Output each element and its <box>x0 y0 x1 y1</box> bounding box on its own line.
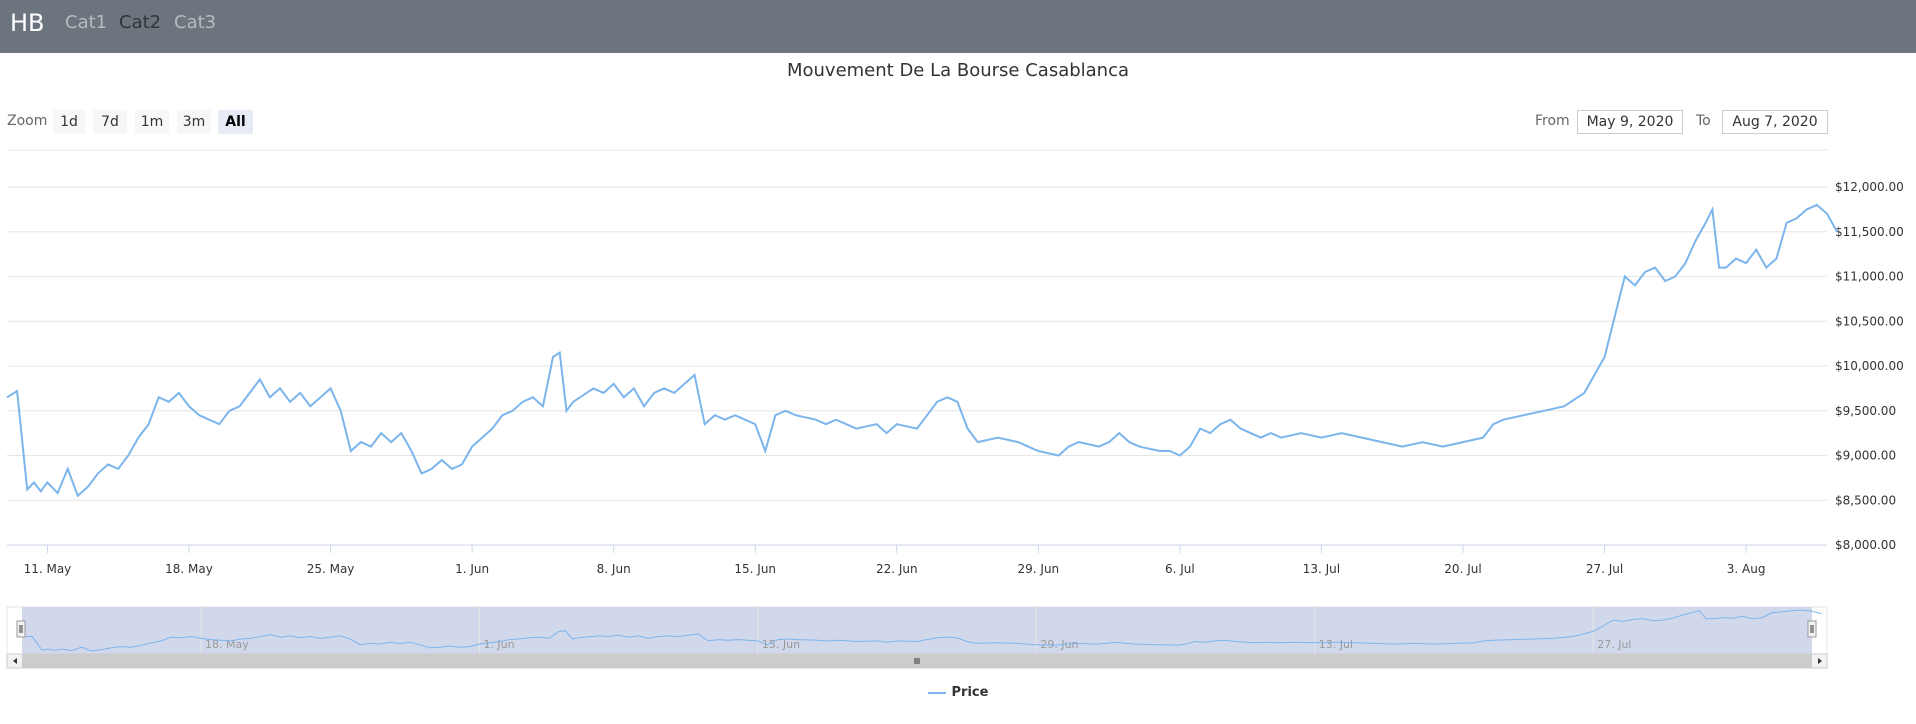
x-tick-label: 20. Jul <box>1444 562 1481 576</box>
from-label: From <box>1535 113 1570 129</box>
x-tick-label: 8. Jun <box>597 562 631 576</box>
zoom-button-7d[interactable]: 7d <box>93 110 127 134</box>
scrollbar <box>6 653 1828 669</box>
to-label: To <box>1696 113 1711 129</box>
navigator: 18. May 1. Jun 15. Jun 29. Jun 13. Jul 27. Ju… <box>6 606 1828 655</box>
zoom-button-3m[interactable]: 3m <box>177 110 211 134</box>
y-axis-labels: $8,000.00 $8,500.00 $9,000.00 $9,500.00 $10,… <box>1835 180 1904 552</box>
navigator-frame <box>6 606 1828 655</box>
x-axis-labels: 11. May 18. May 25. May 1. Jun 8. Jun 15. Jun… <box>24 545 1766 576</box>
navigator-handle-left[interactable] <box>16 620 26 638</box>
nav-link-cat2[interactable]: Cat2 <box>119 12 162 33</box>
y-tick-label: $11,000.00 <box>1835 270 1904 284</box>
legend-item-price[interactable]: Price <box>951 685 989 700</box>
legend[interactable]: Price <box>0 685 1916 700</box>
scroll-left-arrow-icon[interactable] <box>13 658 17 664</box>
legend-swatch <box>927 691 946 694</box>
series-line-price <box>6 203 1838 498</box>
x-tick-label: 6. Jul <box>1165 562 1195 576</box>
navigator-handle-right[interactable] <box>1807 620 1817 638</box>
y-tick-label: $11,500.00 <box>1835 225 1904 239</box>
x-tick-label: 11. May <box>24 562 72 576</box>
navigator-series-line <box>21 609 1823 652</box>
to-date-input[interactable]: Aug 7, 2020 <box>1722 110 1828 134</box>
x-tick-label: 18. May <box>165 562 213 576</box>
navbar-brand[interactable]: HB <box>10 9 45 37</box>
grid-layer <box>7 149 1827 546</box>
from-date-input[interactable]: May 9, 2020 <box>1577 110 1683 134</box>
y-tick-label: $12,000.00 <box>1835 180 1904 194</box>
navigator-tick-label: 1. Jun <box>483 638 514 651</box>
scrollbar-track[interactable] <box>6 653 1828 669</box>
scrollbar-thumb[interactable] <box>22 654 1812 668</box>
zoom-button-1m[interactable]: 1m <box>135 110 169 134</box>
scrollbar-grip-icon <box>914 658 920 664</box>
navigator-tick-label: 27. Jul <box>1597 638 1631 651</box>
navbar: HB Cat1 Cat2 Cat3 <box>0 0 1916 53</box>
y-tick-label: $10,500.00 <box>1835 314 1904 328</box>
y-tick-label: $8,000.00 <box>1835 538 1896 552</box>
x-tick-label: 27. Jul <box>1586 562 1623 576</box>
zoom-button-1d[interactable]: 1d <box>53 110 85 134</box>
x-tick-label: 1. Jun <box>455 562 489 576</box>
zoom-button-all[interactable]: All <box>218 110 253 134</box>
x-tick-label: 15. Jun <box>734 562 776 576</box>
y-tick-label: $9,000.00 <box>1835 449 1896 463</box>
x-tick-label: 29. Jun <box>1018 562 1060 576</box>
y-tick-label: $10,000.00 <box>1835 359 1904 373</box>
navigator-mask <box>22 607 1812 654</box>
y-tick-label: $9,500.00 <box>1835 404 1896 418</box>
x-tick-label: 3. Aug <box>1727 562 1766 576</box>
nav-link-cat1[interactable]: Cat1 <box>65 12 108 33</box>
navigator-tick-label: 13. Jul <box>1319 638 1353 651</box>
chart-title: Mouvement De La Bourse Casablanca <box>786 60 1130 81</box>
navigator-tick-label: 18. May <box>205 638 249 651</box>
x-tick-label: 13. Jul <box>1303 562 1340 576</box>
scroll-right-arrow-icon[interactable] <box>1818 658 1822 664</box>
navigator-tick-label: 29. Jun <box>1040 638 1078 651</box>
navigator-labels: 18. May 1. Jun 15. Jun 29. Jun 13. Jul 27. Ju… <box>200 607 1631 654</box>
zoom-label: Zoom <box>7 113 48 129</box>
navigator-tick-label: 15. Jun <box>762 638 800 651</box>
y-tick-label: $8,500.00 <box>1835 493 1896 507</box>
nav-link-cat3[interactable]: Cat3 <box>174 12 217 33</box>
x-tick-label: 22. Jun <box>876 562 918 576</box>
x-tick-label: 25. May <box>307 562 355 576</box>
